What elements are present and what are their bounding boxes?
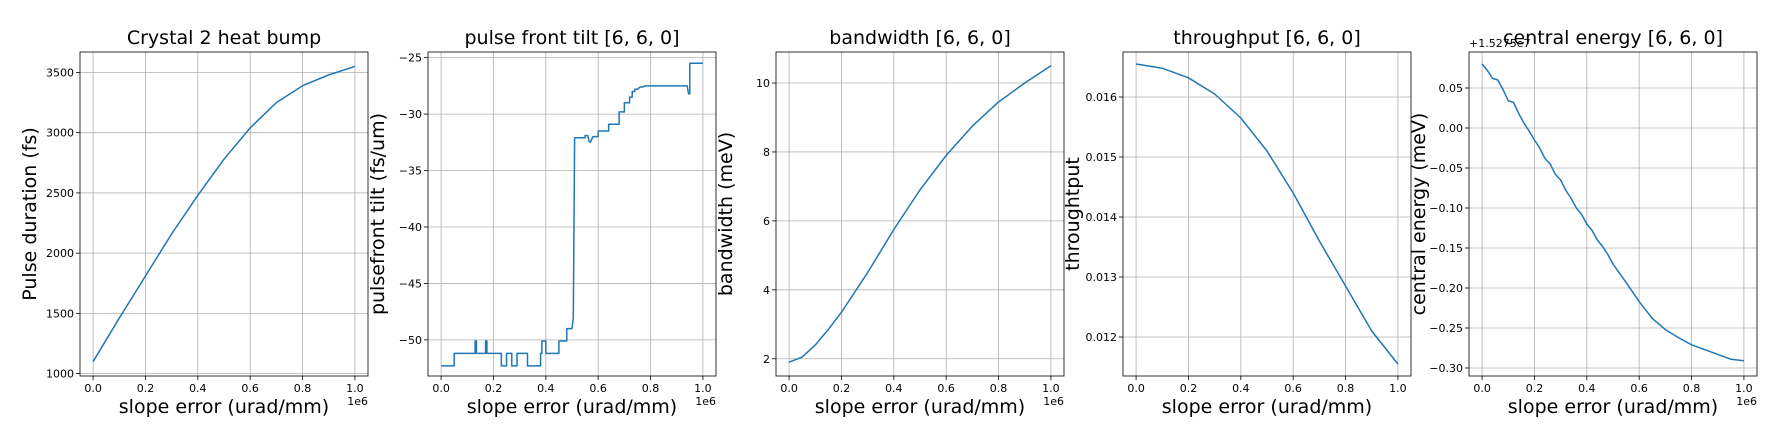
series-line [1135, 63, 1399, 365]
y-axis-label: pulsefront tilt (fs/um) [367, 113, 389, 315]
y-tick-label: −35 [399, 165, 422, 178]
y-offset-label: +1.5275e7 [1469, 37, 1530, 50]
x-tick-label: 1.0 [694, 382, 712, 395]
x-tick-label: 0.4 [537, 382, 555, 395]
chart-panel-5: 0.0 0.2 0.4 0.6 0.8 1.0 0.05 0.00 −0.05 −0.10 −0.1… [1408, 27, 1758, 418]
plot-frame [775, 51, 1065, 377]
x-tick-label: 0.6 [1630, 382, 1648, 395]
y-tick-label: 0.00 [1439, 122, 1464, 135]
x-tick-label: 0.2 [1180, 382, 1198, 395]
x-tick-label: 1.0 [1389, 382, 1407, 395]
chart-title: throughput [6, 6, 0] [1173, 27, 1361, 49]
y-axis-label: bandwidth (meV) [715, 132, 737, 296]
x-tick-label: 0.8 [1683, 382, 1701, 395]
chart-panel-2: 0.0 0.2 0.4 0.6 0.8 1.0 −50 −45 −40 −35 −30 −25 puls… [367, 27, 717, 418]
x-offset-label: 1e6 [695, 395, 716, 408]
series-line [441, 62, 703, 367]
x-tick-label: 0.6 [937, 382, 955, 395]
x-tick-label: 1.0 [1042, 382, 1060, 395]
x-axis-label: slope error (urad/mm) [119, 396, 329, 418]
y-tick-label: 0.015 [1086, 151, 1118, 164]
y-axis-label: throughtput [1062, 157, 1084, 271]
plot-frame [427, 51, 717, 377]
x-axis-label: slope error (urad/mm) [1508, 396, 1718, 418]
plot-frame [1468, 51, 1758, 377]
chart-panel-3: 0.0 0.2 0.4 0.6 0.8 1.0 2 4 6 8 10 bandwidth [6, 6,… [715, 27, 1065, 418]
series-line [1481, 63, 1745, 362]
x-tick-label: 0.2 [1526, 382, 1544, 395]
x-offset-label: 1e6 [1736, 395, 1757, 408]
x-tick-label: 0.8 [642, 382, 660, 395]
y-tick-label: 2500 [46, 187, 74, 200]
x-axis-label: slope error (urad/mm) [467, 396, 677, 418]
y-tick-label: −0.20 [1429, 282, 1463, 295]
chart-title: bandwidth [6, 6, 0] [829, 27, 1010, 49]
y-axis-label: Pulse duration (fs) [19, 127, 41, 300]
y-tick-label: 0.05 [1439, 82, 1464, 95]
x-tick-label: 0.2 [137, 382, 155, 395]
x-tick-label: 0.2 [833, 382, 851, 395]
x-offset-label: 1e6 [347, 395, 368, 408]
y-tick-label: −45 [399, 277, 422, 290]
plot-frame [79, 51, 369, 377]
y-tick-label: 1500 [46, 307, 74, 320]
y-tick-label: 1000 [46, 368, 74, 381]
y-tick-label: −0.10 [1429, 202, 1463, 215]
y-tick-label: 8 [763, 146, 770, 159]
x-tick-label: 0.8 [990, 382, 1008, 395]
y-axis-label: central energy (meV) [1408, 113, 1430, 316]
series-line [788, 65, 1052, 363]
x-tick-label: 0.0 [432, 382, 450, 395]
chart-title: central energy [6, 6, 0] [1503, 27, 1723, 49]
x-tick-label: 0.6 [589, 382, 607, 395]
x-tick-label: 0.6 [1284, 382, 1302, 395]
plot-frame [1122, 51, 1412, 377]
y-tick-label: 10 [756, 77, 770, 90]
x-tick-label: 0.4 [1232, 382, 1250, 395]
y-tick-label: 4 [763, 284, 770, 297]
chart-title: Crystal 2 heat bump [127, 27, 321, 49]
x-tick-label: 0.4 [1578, 382, 1596, 395]
x-tick-label: 0.0 [1473, 382, 1491, 395]
x-axis-label: slope error (urad/mm) [815, 396, 1025, 418]
x-tick-label: 0.4 [189, 382, 207, 395]
x-tick-label: 0.8 [1337, 382, 1355, 395]
y-tick-label: −30 [399, 108, 422, 121]
x-tick-label: 1.0 [346, 382, 364, 395]
y-tick-label: 0.014 [1086, 211, 1118, 224]
chart-title: pulse front tilt [6, 6, 0] [465, 27, 680, 49]
y-tick-label: 3500 [46, 66, 74, 79]
y-tick-label: −0.30 [1429, 362, 1463, 375]
x-tick-label: 0.4 [885, 382, 903, 395]
y-tick-label: 3000 [46, 127, 74, 140]
y-tick-label: 0.012 [1086, 331, 1118, 344]
x-tick-label: 0.0 [780, 382, 798, 395]
x-tick-label: 0.8 [294, 382, 312, 395]
y-tick-label: −0.05 [1429, 162, 1463, 175]
series-line [92, 65, 356, 362]
x-tick-label: 0.2 [485, 382, 503, 395]
y-tick-label: −40 [399, 221, 422, 234]
x-tick-label: 0.6 [241, 382, 259, 395]
x-tick-label: 0.0 [84, 382, 102, 395]
y-tick-label: −0.15 [1429, 242, 1463, 255]
chart-panel-4: 0.0 0.2 0.4 0.6 0.8 1.0 0.012 0.013 0.014 0.015 0.… [1062, 27, 1412, 418]
x-offset-label: 1e6 [1043, 395, 1064, 408]
y-tick-label: −50 [399, 334, 422, 347]
y-tick-label: 0.013 [1086, 271, 1118, 284]
y-tick-label: 0.016 [1086, 91, 1118, 104]
y-tick-label: 2000 [46, 247, 74, 260]
chart-panel-1: 0.0 0.2 0.4 0.6 0.8 1.0 1000 1500 2000 2500 3000 35… [19, 27, 369, 418]
x-axis-label: slope error (urad/mm) [1162, 396, 1372, 418]
x-tick-label: 0.0 [1127, 382, 1145, 395]
y-tick-label: 6 [763, 215, 770, 228]
y-tick-label: 2 [763, 353, 770, 366]
x-tick-label: 1.0 [1735, 382, 1753, 395]
y-tick-label: −25 [399, 52, 422, 65]
y-tick-label: −0.25 [1429, 322, 1463, 335]
